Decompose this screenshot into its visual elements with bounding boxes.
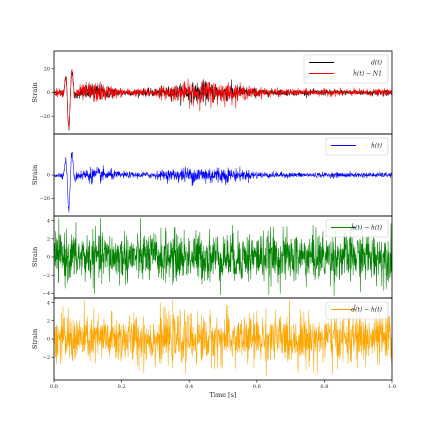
y-tick-label: −20 — [39, 114, 50, 120]
x-axis: 0.0 0.2 0.4 0.6 0.8 1.0 Time [s] — [50, 380, 396, 399]
legend-label: ĥ(t) − N1 — [353, 71, 382, 78]
y-tick-label: 2 — [47, 236, 50, 242]
y-tick-label: 0 — [47, 255, 50, 261]
y-tick-label: 2 — [47, 318, 50, 324]
x-tick-label: 0.2 — [118, 384, 126, 390]
x-axis-label: Time [s] — [210, 391, 237, 399]
legend-label: h(t) — [371, 143, 383, 150]
series-line-2-1 — [54, 151, 392, 213]
y-tick-label: −2 — [43, 273, 50, 279]
y-tick-label: 0 — [47, 90, 50, 96]
panel-2: 0 −20 Strain h(t) — [31, 133, 393, 217]
series-line-3-1 — [54, 217, 392, 296]
y-tick-label: 0 — [47, 337, 50, 343]
series-line-4-1 — [54, 299, 392, 377]
y-tick-label: −20 — [39, 196, 50, 202]
x-tick-label: 1.0 — [388, 384, 396, 390]
y-tick-label: 20 — [44, 66, 50, 72]
y-tick-label: −2 — [43, 355, 50, 361]
y-tick-label: 0 — [47, 173, 50, 179]
x-tick-label: 0.4 — [185, 384, 193, 390]
legend-label: d̂(t) − h(t) — [351, 306, 382, 313]
y-axis-label: Strain — [31, 165, 39, 185]
legend: h(t) — [325, 137, 389, 156]
legend: d(t) ĥ(t) − N1 — [303, 54, 389, 84]
y-axis-label: Strain — [31, 329, 39, 349]
series-line-1-2 — [54, 69, 392, 128]
legend-label: ĥ(t) − h(t) — [351, 225, 382, 232]
legend: ĥ(t) − h(t) — [325, 219, 389, 238]
y-axis-label: Strain — [31, 82, 39, 102]
panel-3: 4 2 0 −2 −4 Strain ĥ(t) − h(t) — [31, 215, 393, 299]
y-tick-label: 4 — [47, 218, 50, 224]
x-tick-label: 0.0 — [50, 384, 58, 390]
panel-4: 4 2 0 −2 Strain d̂(t) − h(t) — [31, 297, 393, 381]
legend-label: d(t) — [371, 60, 383, 67]
y-tick-label: −4 — [43, 291, 50, 297]
y-axis-label: Strain — [31, 247, 39, 267]
legend-box — [325, 137, 389, 156]
x-tick-label: 0.6 — [253, 384, 261, 390]
legend: d̂(t) − h(t) — [325, 301, 389, 320]
legend-box — [325, 301, 389, 320]
y-tick-label: 4 — [47, 300, 50, 306]
panel-1: 20 0 −20 Strain d(t) ĥ(t) − N1 — [31, 50, 393, 135]
x-tick-label: 0.8 — [320, 384, 328, 390]
legend-box — [325, 219, 389, 238]
